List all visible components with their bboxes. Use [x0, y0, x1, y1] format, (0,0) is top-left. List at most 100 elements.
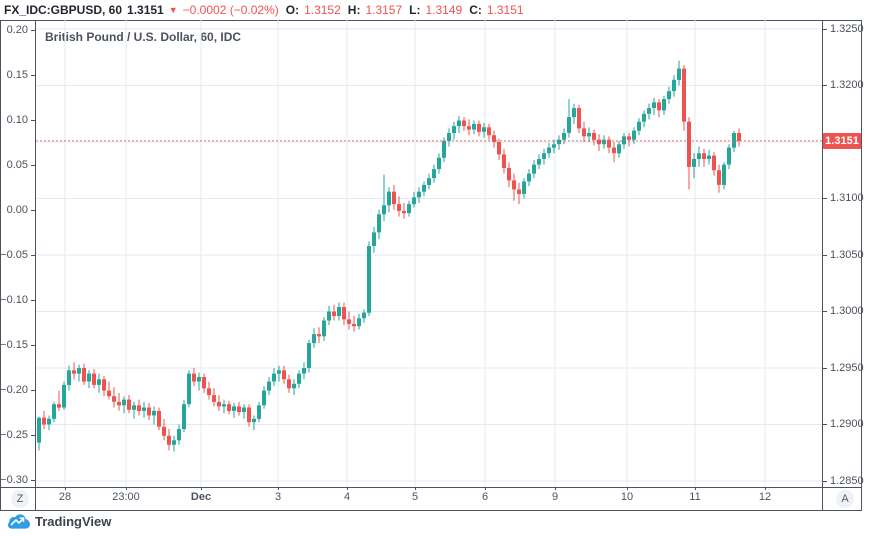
time-axis[interactable]: Z A 28 23:00 Dec 3 4 5 6 9 10 11 12: [0, 487, 862, 510]
candle-body: [287, 379, 291, 389]
candle-body: [632, 130, 636, 140]
tradingview-logo-link[interactable]: TradingView: [8, 514, 111, 529]
open-value: 1.3152: [304, 3, 341, 17]
left-axis-label: 0.10: [6, 114, 28, 126]
time-axis-label: 4: [343, 491, 351, 503]
candle-body: [227, 404, 231, 411]
symbol-name: FX_IDC:GBPUSD, 60: [4, 3, 123, 17]
candle-body: [487, 127, 491, 136]
candle-body: [677, 68, 681, 80]
left-axis-tick: [31, 75, 35, 76]
candle-body: [202, 377, 206, 389]
candle-body: [217, 401, 221, 407]
left-axis-label: −0.15: [0, 339, 28, 351]
right-price-axis[interactable]: 1.3250 1.3200 1.3100 1.3050 1.3000 1.2950 1.29…: [823, 0, 864, 510]
candle-body: [407, 204, 411, 214]
candle-body: [512, 180, 516, 190]
right-axis-tick: [823, 29, 827, 30]
candle-body: [402, 210, 406, 214]
right-axis-tick: [823, 368, 827, 369]
candle-body: [672, 79, 676, 92]
candle-body: [147, 407, 151, 416]
candle-body: [412, 197, 416, 205]
time-axis-tick: [347, 487, 348, 490]
candle-body: [727, 147, 731, 165]
candle-body: [682, 68, 686, 122]
candle-body: [577, 108, 581, 129]
candle-body: [97, 379, 101, 385]
candle-body: [67, 370, 71, 385]
plot-top-border: [0, 20, 862, 21]
footer: TradingView: [0, 511, 869, 536]
candle-body: [722, 164, 726, 185]
candle-body: [292, 383, 296, 389]
left-axis-label: 0.20: [6, 24, 28, 36]
candle-body: [447, 133, 451, 141]
candle-body: [207, 388, 211, 396]
left-axis-label: 0.00: [6, 204, 28, 216]
right-outer-border: [861, 20, 862, 511]
left-price-axis[interactable]: 0.20 0.15 0.10 0.05 0.00 −0.05 −0.10 −0.15 −0.20…: [0, 0, 35, 510]
candle-body: [627, 136, 631, 140]
left-axis-label: −0.05: [0, 249, 28, 261]
time-axis-tick: [695, 487, 696, 490]
candle-body: [707, 155, 711, 159]
left-axis-tick: [31, 390, 35, 391]
time-axis-label: 28: [58, 491, 72, 503]
candle-body: [277, 370, 281, 374]
candle-body: [92, 373, 96, 385]
candle-body: [52, 404, 56, 419]
candle-body: [337, 307, 341, 316]
candle-body: [567, 117, 571, 133]
candle-body: [527, 173, 531, 182]
candle-body: [697, 153, 701, 159]
left-axis-label: 0.15: [6, 69, 28, 81]
candle-body: [247, 407, 251, 423]
tradingview-wordmark: TradingView: [35, 514, 112, 529]
candle-body: [127, 399, 131, 410]
auto-scale-button[interactable]: A: [836, 490, 854, 508]
candle-body: [167, 435, 171, 445]
time-axis-tick: [627, 487, 628, 490]
candle-body: [212, 395, 216, 402]
candlestick-plot[interactable]: [36, 20, 822, 487]
current-price-badge: 1.3151: [823, 133, 861, 149]
right-axis-tick: [823, 311, 827, 312]
candle-body: [437, 157, 441, 170]
candle-body: [332, 311, 336, 316]
candle-body: [397, 204, 401, 211]
candle-body: [132, 405, 136, 410]
candle-body: [472, 123, 476, 130]
candle-body: [642, 113, 646, 122]
left-axis-tick: [31, 435, 35, 436]
candle-body: [442, 140, 446, 158]
plot-bottom-border: [0, 487, 862, 488]
left-axis-label: −0.20: [0, 384, 28, 396]
candle-body: [587, 133, 591, 137]
candle-body: [737, 133, 741, 141]
candle-body: [477, 123, 481, 132]
symbol-legend[interactable]: FX_IDC:GBPUSD, 60 1.3151 ▼ −0.0002 (−0.0…: [4, 2, 524, 18]
candle-body: [497, 142, 501, 155]
candle-body: [197, 377, 201, 382]
candle-body: [382, 205, 386, 215]
right-axis-label: 1.3000: [830, 305, 864, 317]
candle-body: [537, 159, 541, 165]
candle-body: [152, 410, 156, 416]
candle-body: [102, 379, 106, 391]
time-axis-label: 10: [620, 491, 634, 503]
timezone-button[interactable]: Z: [11, 490, 29, 508]
candle-body: [272, 373, 276, 382]
candle-body: [267, 381, 271, 391]
candle-body: [557, 139, 561, 145]
time-axis-tick: [415, 487, 416, 490]
time-axis-tick: [278, 487, 279, 490]
candle-body: [482, 127, 486, 132]
right-axis-tick: [823, 198, 827, 199]
candle-body: [62, 384, 66, 408]
left-axis-separator: [35, 20, 36, 511]
candle-body: [157, 410, 161, 427]
candle-body: [172, 440, 176, 445]
candle-body: [502, 154, 506, 168]
price-change: −0.0002 (−0.02%): [182, 3, 279, 17]
